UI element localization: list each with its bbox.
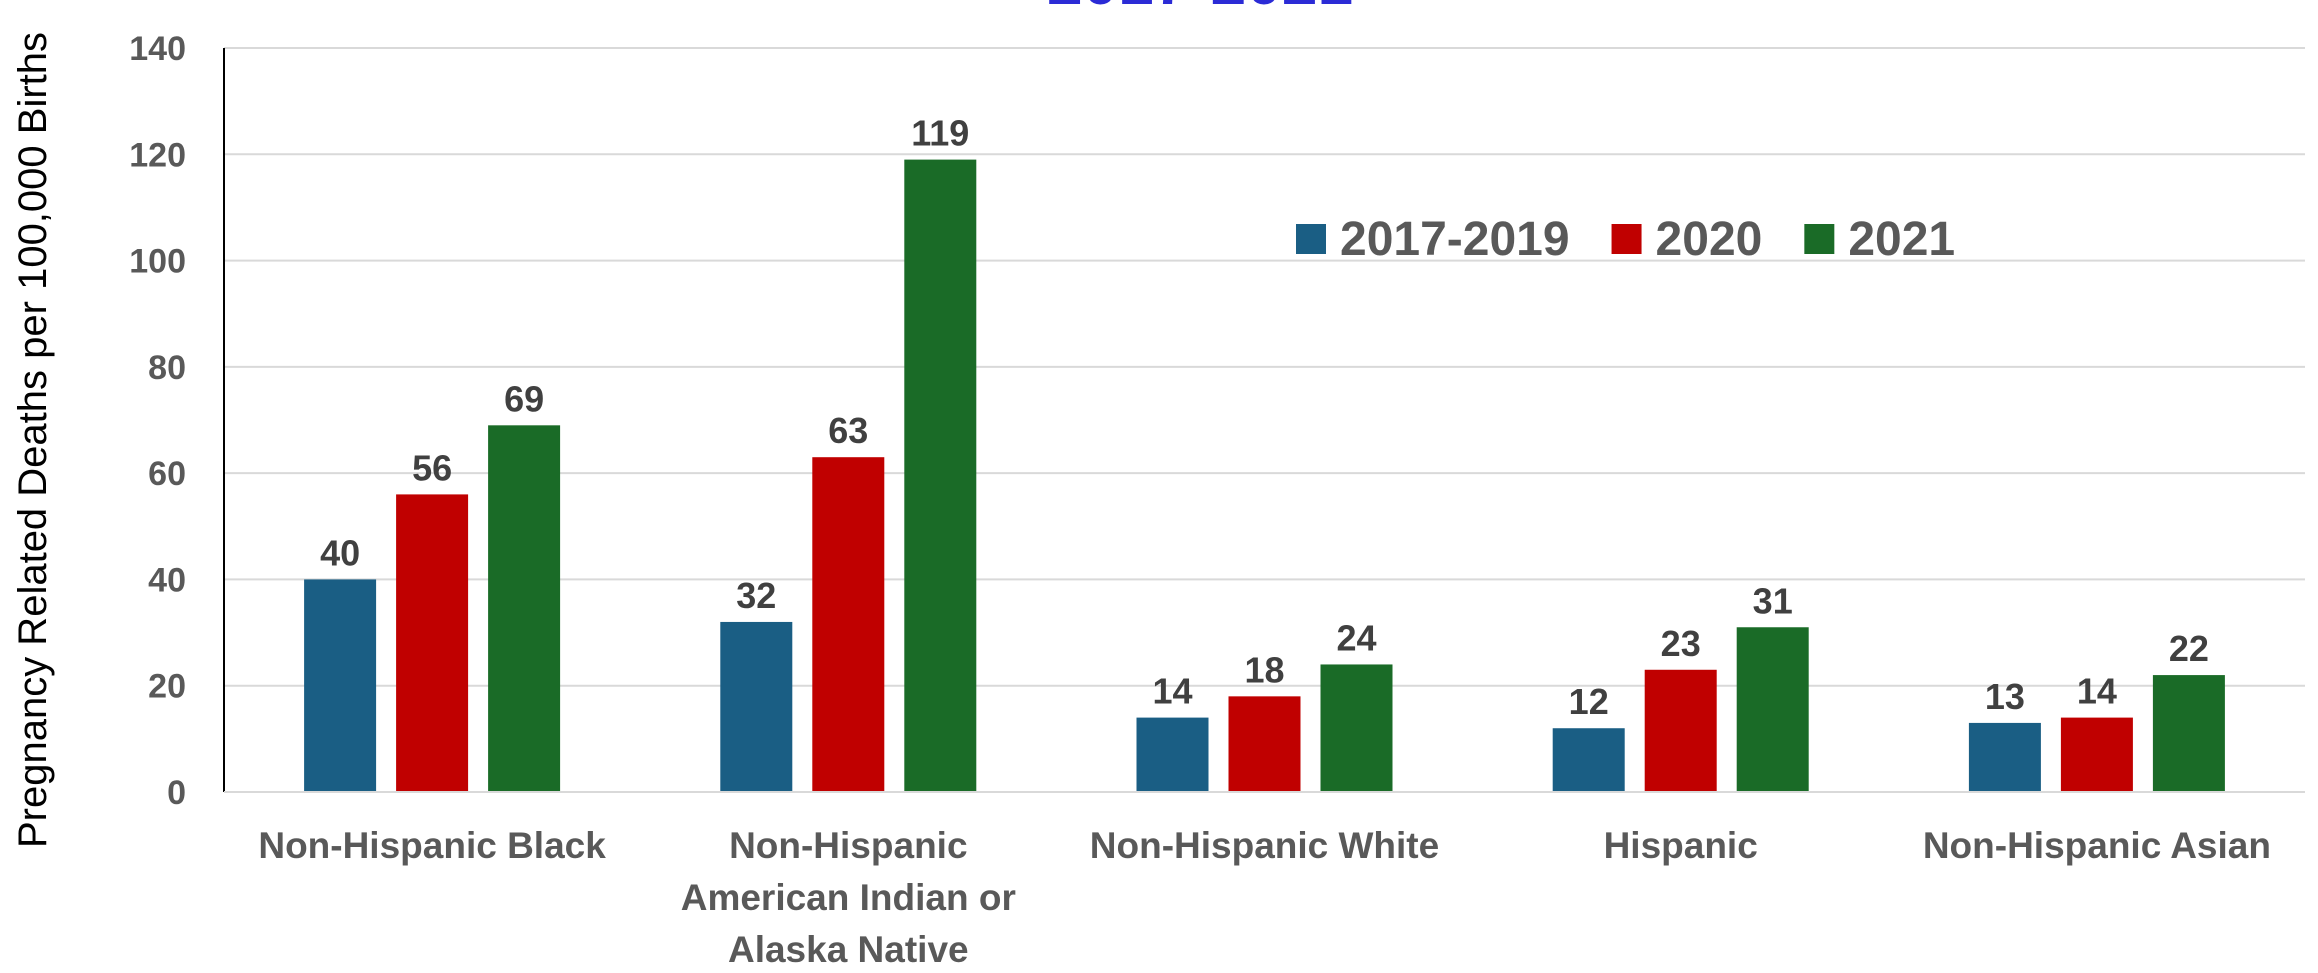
bar-2020-2 (1228, 696, 1301, 792)
bars (304, 159, 2225, 793)
x-tick-label: Non-Hispanic Black (258, 825, 606, 866)
legend: 2017-2019 2020 2021 (1296, 213, 1955, 266)
data-label: 32 (736, 575, 776, 616)
data-label: 31 (1753, 580, 1793, 621)
data-label: 24 (1336, 617, 1376, 658)
bar-2020-4 (2060, 717, 2133, 792)
bar-2017-2019-1 (720, 621, 793, 792)
data-label: 18 (1244, 649, 1284, 690)
y-tick-label: 40 (148, 561, 186, 599)
legend-label: 2021 (1848, 213, 1955, 266)
bar-2020-3 (1644, 669, 1717, 792)
bar-2021-3 (1736, 627, 1809, 792)
gridlines (224, 47, 2305, 687)
bar-2021-1 (904, 159, 977, 793)
chart-title: 2017-2021 (1047, 0, 1353, 18)
legend-label: 2020 (1656, 213, 1763, 266)
bar-2021-0 (488, 425, 561, 792)
bar-2017-2019-0 (304, 579, 377, 792)
data-label: 119 (911, 113, 969, 154)
x-tick-label: Non-Hispanic White (1090, 825, 1439, 866)
bar-2017-2019-4 (1968, 722, 2041, 792)
bar-2017-2019-2 (1136, 717, 1209, 792)
data-label: 56 (412, 447, 452, 488)
data-label: 40 (320, 532, 360, 573)
data-label: 23 (1661, 623, 1701, 664)
y-tick-label: 100 (129, 243, 186, 281)
data-label: 69 (504, 378, 544, 419)
data-label: 14 (1152, 671, 1192, 712)
y-tick-label: 20 (148, 668, 186, 706)
bar-2021-4 (2152, 675, 2225, 792)
bar-2017-2019-3 (1552, 728, 1625, 792)
bar-2020-1 (812, 457, 885, 792)
legend-swatch (1296, 224, 1326, 254)
x-tick-label: American Indian or (681, 877, 1016, 918)
legend-swatch (1611, 224, 1642, 254)
y-tick-label: 0 (167, 774, 186, 812)
axes: 0 20 40 60 80 100 120 140 Non-Hispanic Black Non-… (129, 30, 2305, 970)
x-tick-label: Non-Hispanic (729, 825, 967, 866)
data-label: 13 (1985, 676, 2025, 717)
x-tick-label: Alaska Native (728, 929, 969, 968)
y-tick-label: 140 (129, 30, 186, 68)
data-label: 22 (2169, 628, 2209, 669)
data-labels: 40 56 69 32 63 119 14 18 24 12 23 31 13 14 22 (320, 113, 2209, 723)
x-tick-label: Hispanic (1604, 825, 1758, 866)
legend-swatch (1804, 224, 1835, 254)
bar-2020-0 (396, 494, 469, 792)
y-tick-label: 120 (129, 136, 186, 174)
data-label: 63 (828, 410, 868, 451)
data-label: 14 (2077, 671, 2117, 712)
y-axis-title: Pregnancy Related Deaths per 100,000 Bir… (11, 32, 55, 848)
y-tick-label: 80 (148, 349, 186, 387)
bar-2021-2 (1320, 664, 1393, 792)
x-tick-label: Non-Hispanic Asian (1923, 825, 2271, 866)
legend-label: 2017-2019 (1340, 213, 1570, 266)
y-tick-label: 60 (148, 455, 186, 493)
data-label: 12 (1569, 681, 1609, 722)
